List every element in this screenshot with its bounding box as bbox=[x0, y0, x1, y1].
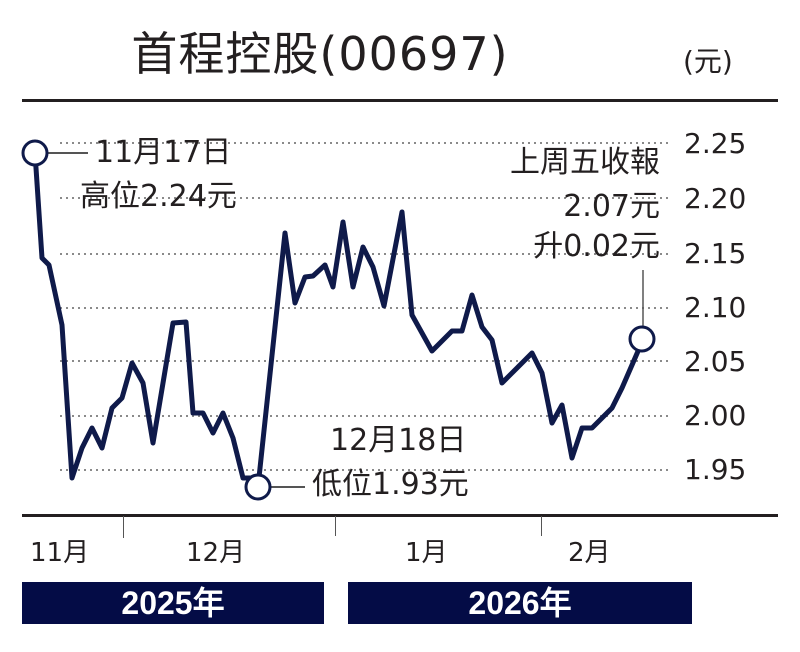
month-divider bbox=[123, 516, 124, 538]
y-tick-label: 1.95 bbox=[684, 453, 747, 486]
month-label-nov: 11月 bbox=[30, 538, 90, 568]
y-tick-label: 2.20 bbox=[684, 182, 747, 215]
unit-label: (元) bbox=[683, 45, 733, 78]
high-date-annotation: 11月17日 bbox=[95, 135, 232, 170]
chart-title: 首程控股(00697) bbox=[131, 27, 509, 81]
y-tick-label: 2.10 bbox=[684, 291, 747, 324]
year-band-2026: 2026年 bbox=[348, 582, 692, 624]
price-line bbox=[32, 152, 645, 490]
y-tick-label: 2.25 bbox=[684, 127, 747, 160]
low-value-annotation: 低位1.93元 bbox=[312, 467, 469, 502]
last-marker bbox=[628, 325, 656, 353]
high-marker bbox=[21, 139, 49, 167]
high-value-annotation: 高位2.24元 bbox=[80, 179, 237, 214]
x-axis-rule bbox=[22, 514, 778, 517]
y-tick-label: 2.00 bbox=[684, 399, 747, 432]
last-value-annotation: 2.07元 bbox=[563, 189, 660, 224]
month-label-feb: 2月 bbox=[568, 538, 611, 568]
y-tick-label: 2.15 bbox=[684, 237, 747, 270]
month-label-jan: 1月 bbox=[405, 538, 448, 568]
month-label-dec: 12月 bbox=[186, 538, 246, 568]
month-divider bbox=[335, 516, 336, 536]
low-date-annotation: 12月18日 bbox=[330, 423, 467, 458]
last-change-annotation: 升0.02元 bbox=[533, 229, 660, 264]
year-band-2025: 2025年 bbox=[22, 582, 324, 624]
y-tick-label: 2.05 bbox=[684, 345, 747, 378]
low-marker bbox=[244, 473, 272, 501]
top-rule bbox=[22, 99, 778, 102]
last-label-annotation: 上周五收報 bbox=[510, 145, 660, 180]
month-divider bbox=[541, 516, 542, 536]
